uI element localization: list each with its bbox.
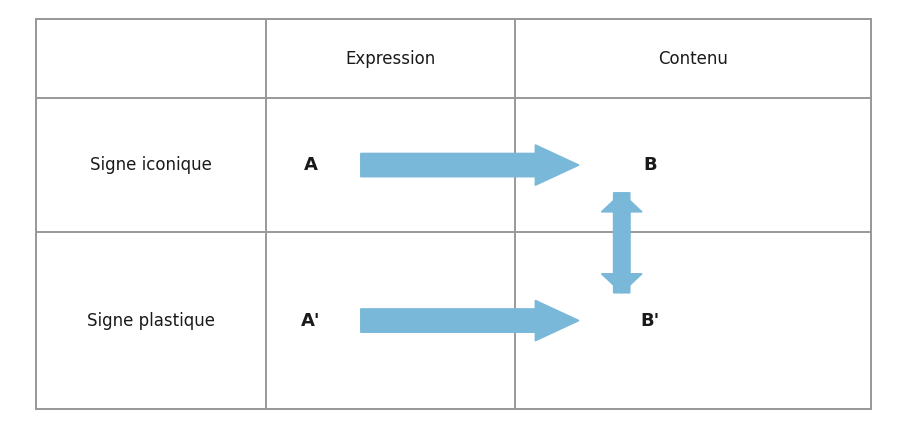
Text: Contenu: Contenu — [658, 49, 727, 68]
FancyArrow shape — [360, 145, 578, 185]
Text: A: A — [304, 156, 318, 174]
Text: B': B' — [640, 311, 659, 330]
Text: Signe plastique: Signe plastique — [87, 311, 215, 330]
FancyArrow shape — [360, 300, 578, 341]
Text: A': A' — [301, 311, 320, 330]
FancyArrow shape — [601, 193, 641, 293]
Text: Signe iconique: Signe iconique — [90, 156, 212, 174]
Text: B: B — [643, 156, 657, 174]
FancyArrow shape — [601, 193, 641, 293]
Text: Expression: Expression — [345, 49, 435, 68]
